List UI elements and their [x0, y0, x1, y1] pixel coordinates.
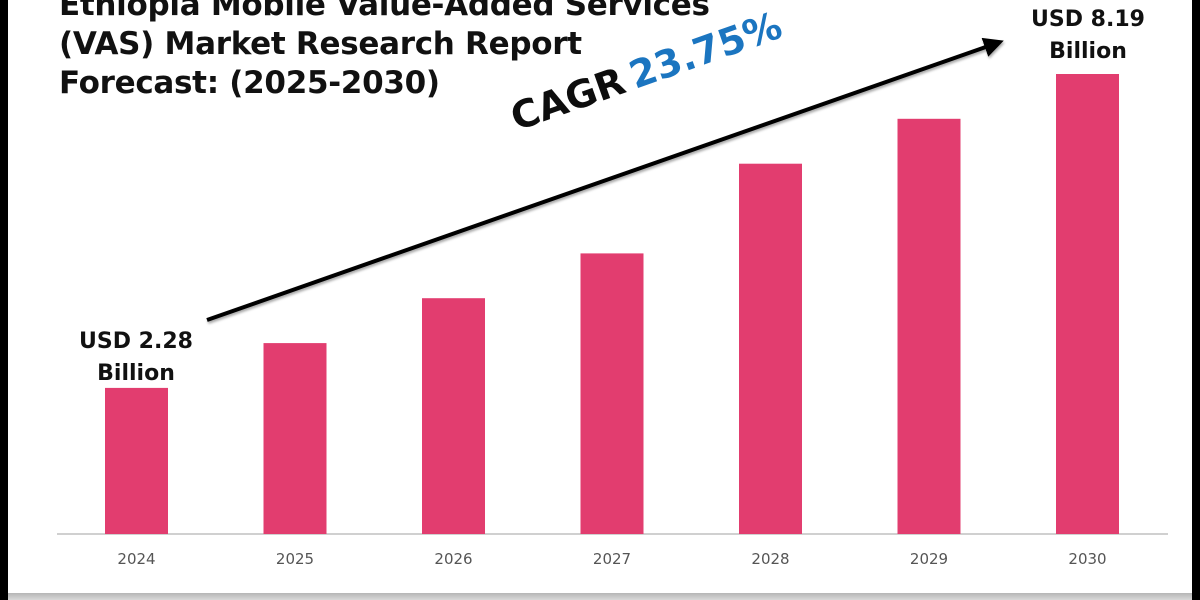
start-value-label: USD 2.28 Billion [68, 326, 204, 390]
bar-2028 [739, 163, 802, 534]
frame-left-border [0, 0, 8, 600]
bar-2030 [1056, 74, 1119, 534]
frame-right-border [1192, 0, 1200, 600]
frame-bottom-border [8, 593, 1192, 600]
x-tick-label-2028: 2028 [751, 550, 789, 568]
end-value-label: USD 8.19 Billion [1020, 4, 1156, 68]
x-tick-label-2030: 2030 [1068, 550, 1106, 568]
x-tick-label-2027: 2027 [593, 550, 631, 568]
title-line-3: Forecast: (2025-2030) [59, 65, 440, 101]
bar-2029 [897, 118, 961, 535]
start-value-line2: Billion [97, 361, 175, 386]
end-value-line2: Billion [1049, 39, 1127, 64]
x-tick-label-2029: 2029 [910, 550, 948, 568]
bar-2025 [263, 343, 327, 534]
title-line-1: Ethiopia Mobile Value-Added Services [59, 0, 710, 23]
x-tick-label-2025: 2025 [276, 550, 314, 568]
x-tick-label-2026: 2026 [434, 550, 472, 568]
end-value-line1: USD 8.19 [1031, 7, 1145, 32]
bar-2024 [105, 387, 168, 534]
bar-2026 [422, 298, 485, 534]
chart-title: Ethiopia Mobile Value-Added Services (VA… [59, 0, 710, 103]
x-tick-label-2024: 2024 [117, 550, 155, 568]
bar-2027 [580, 253, 644, 534]
growth-arrow [206, 37, 1004, 322]
start-value-line1: USD 2.28 [79, 329, 193, 354]
title-line-2: (VAS) Market Research Report [59, 26, 582, 62]
